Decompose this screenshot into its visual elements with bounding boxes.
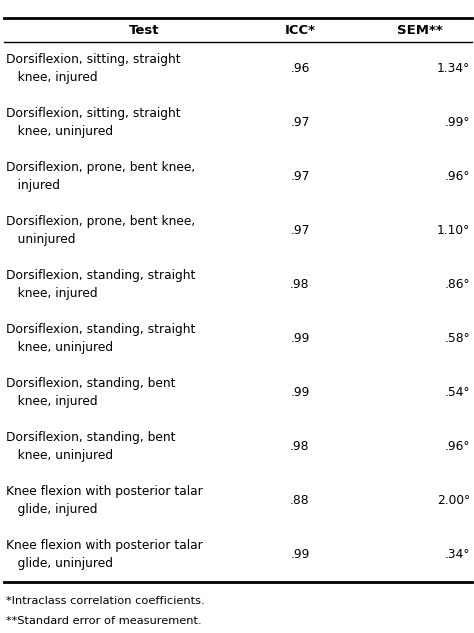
Text: .88: .88 (290, 494, 310, 508)
Text: .99: .99 (290, 549, 310, 561)
Text: .97: .97 (290, 170, 310, 184)
Text: Dorsiflexion, prone, bent knee,
   uninjured: Dorsiflexion, prone, bent knee, uninjure… (6, 215, 195, 246)
Text: .96°: .96° (445, 170, 470, 184)
Text: 2.00°: 2.00° (437, 494, 470, 508)
Text: .97: .97 (290, 116, 310, 130)
Text: *Intraclass correlation coefficients.: *Intraclass correlation coefficients. (6, 596, 205, 606)
Text: 1.10°: 1.10° (437, 225, 470, 237)
Text: Dorsiflexion, standing, straight
   knee, injured: Dorsiflexion, standing, straight knee, i… (6, 270, 195, 301)
Text: .86°: .86° (445, 279, 470, 292)
Text: .99: .99 (290, 332, 310, 346)
Text: .54°: .54° (445, 387, 470, 399)
Text: **Standard error of measurement.: **Standard error of measurement. (6, 616, 201, 626)
Text: Test: Test (129, 23, 160, 37)
Text: .99: .99 (290, 387, 310, 399)
Text: .98: .98 (290, 279, 310, 292)
Text: Dorsiflexion, standing, bent
   knee, injured: Dorsiflexion, standing, bent knee, injur… (6, 377, 175, 408)
Text: .98: .98 (290, 441, 310, 453)
Text: Knee flexion with posterior talar
   glide, injured: Knee flexion with posterior talar glide,… (6, 486, 203, 517)
Text: SEM**: SEM** (397, 23, 443, 37)
Text: .58°: .58° (444, 332, 470, 346)
Text: 1.34°: 1.34° (437, 63, 470, 75)
Text: .96: .96 (290, 63, 310, 75)
Text: Dorsiflexion, sitting, straight
   knee, injured: Dorsiflexion, sitting, straight knee, in… (6, 54, 181, 84)
Text: ICC*: ICC* (284, 23, 316, 37)
Text: Dorsiflexion, prone, bent knee,
   injured: Dorsiflexion, prone, bent knee, injured (6, 161, 195, 192)
Text: .97: .97 (290, 225, 310, 237)
Text: Dorsiflexion, sitting, straight
   knee, uninjured: Dorsiflexion, sitting, straight knee, un… (6, 108, 181, 139)
Text: .34°: .34° (445, 549, 470, 561)
Text: Dorsiflexion, standing, bent
   knee, uninjured: Dorsiflexion, standing, bent knee, uninj… (6, 432, 175, 463)
Text: Knee flexion with posterior talar
   glide, uninjured: Knee flexion with posterior talar glide,… (6, 539, 203, 570)
Text: .96°: .96° (445, 441, 470, 453)
Text: Dorsiflexion, standing, straight
   knee, uninjured: Dorsiflexion, standing, straight knee, u… (6, 323, 195, 354)
Text: .99°: .99° (445, 116, 470, 130)
